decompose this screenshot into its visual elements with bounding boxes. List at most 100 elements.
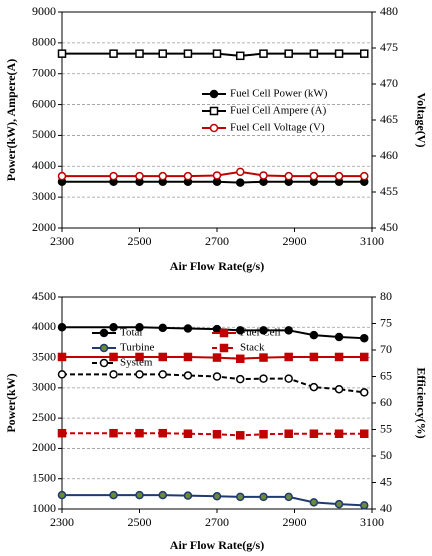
marker bbox=[334, 384, 344, 394]
y2-tick-label: 50 bbox=[380, 448, 392, 462]
y-tick-label: 3000 bbox=[32, 189, 56, 203]
y2-tick-label: 80 bbox=[380, 289, 392, 303]
marker bbox=[158, 428, 167, 438]
marker bbox=[236, 326, 245, 335]
y-tick-label: 3500 bbox=[32, 349, 56, 363]
y-tick-label: 2000 bbox=[32, 440, 56, 454]
marker bbox=[334, 49, 344, 58]
marker bbox=[309, 352, 319, 362]
marker bbox=[212, 324, 222, 334]
legend-label: Fuel Cell Power (kW) bbox=[230, 88, 328, 100]
marker bbox=[334, 171, 344, 181]
marker bbox=[309, 429, 319, 438]
y-axis-label: Power(kW), Ampere(A) bbox=[4, 59, 18, 181]
marker bbox=[236, 178, 245, 187]
marker bbox=[57, 370, 67, 379]
marker bbox=[158, 352, 167, 362]
marker bbox=[135, 490, 144, 500]
marker bbox=[183, 371, 193, 380]
x-tick-label: 2700 bbox=[205, 515, 229, 529]
marker bbox=[360, 171, 369, 181]
marker bbox=[236, 431, 245, 440]
marker bbox=[334, 332, 344, 342]
legend-marker bbox=[209, 89, 219, 99]
marker bbox=[236, 51, 245, 61]
legend-label: Fuel Cell bbox=[240, 327, 281, 339]
y-tick-label: 6000 bbox=[32, 96, 56, 110]
marker bbox=[109, 428, 118, 438]
marker bbox=[212, 353, 222, 362]
marker bbox=[236, 167, 245, 177]
marker bbox=[360, 501, 369, 510]
marker bbox=[360, 49, 369, 58]
marker bbox=[284, 171, 293, 181]
x-tick-label: 3100 bbox=[360, 234, 384, 248]
marker bbox=[259, 353, 268, 362]
marker bbox=[57, 171, 67, 181]
x-tick-label: 2300 bbox=[50, 515, 74, 529]
y2-tick-label: 470 bbox=[380, 76, 398, 90]
x-tick-label: 2500 bbox=[128, 234, 152, 248]
x-tick-label: 2900 bbox=[283, 234, 307, 248]
y-tick-label: 9000 bbox=[32, 4, 56, 18]
marker bbox=[57, 490, 67, 500]
y2-tick-label: 70 bbox=[380, 342, 392, 356]
marker bbox=[57, 428, 67, 438]
y-axis-label: Power(kW) bbox=[4, 373, 18, 432]
plot-frame bbox=[61, 296, 373, 510]
marker bbox=[334, 499, 344, 509]
y2-tick-label: 460 bbox=[380, 148, 398, 162]
y2-tick-label: 65 bbox=[380, 368, 392, 382]
marker bbox=[212, 430, 222, 439]
marker bbox=[309, 330, 319, 340]
marker bbox=[135, 49, 144, 58]
marker bbox=[57, 352, 67, 362]
y2-tick-label: 45 bbox=[380, 474, 392, 488]
marker bbox=[259, 326, 268, 335]
marker bbox=[360, 388, 369, 397]
marker bbox=[284, 352, 293, 362]
marker bbox=[109, 352, 118, 362]
y2-tick-label: 40 bbox=[380, 501, 392, 515]
legend-label: Fuel Cell Ampere (A) bbox=[230, 105, 327, 117]
marker bbox=[309, 382, 319, 392]
y2-axis-label: Efficiency(%) bbox=[414, 367, 428, 438]
legend-marker bbox=[219, 343, 229, 353]
y2-tick-label: 55 bbox=[380, 421, 392, 435]
legend-label: Turbine bbox=[120, 342, 155, 354]
y2-tick-label: 60 bbox=[380, 395, 392, 409]
marker bbox=[135, 171, 144, 181]
legend-marker bbox=[99, 328, 109, 338]
y-tick-label: 4500 bbox=[32, 289, 56, 303]
marker bbox=[284, 429, 293, 438]
legend-label: Total bbox=[120, 327, 142, 339]
y-tick-label: 7000 bbox=[32, 65, 56, 79]
marker bbox=[183, 49, 193, 58]
marker bbox=[236, 492, 245, 502]
marker bbox=[284, 49, 293, 58]
y2-tick-label: 75 bbox=[380, 315, 392, 329]
marker bbox=[135, 352, 144, 362]
y-tick-label: 2500 bbox=[32, 410, 56, 424]
y-tick-label: 3000 bbox=[32, 380, 56, 394]
y2-tick-label: 475 bbox=[380, 40, 398, 54]
marker bbox=[309, 49, 319, 58]
marker bbox=[183, 324, 193, 333]
marker bbox=[212, 492, 222, 501]
marker bbox=[334, 352, 344, 362]
marker bbox=[109, 49, 118, 58]
y2-axis-label: Voltage(V) bbox=[414, 93, 428, 148]
legend-label: System bbox=[120, 357, 153, 369]
marker bbox=[236, 374, 245, 384]
marker bbox=[158, 49, 167, 58]
marker bbox=[158, 490, 167, 500]
x-tick-label: 2900 bbox=[283, 515, 307, 529]
marker bbox=[183, 429, 193, 438]
legend-marker bbox=[209, 123, 219, 133]
x-axis-label: Air Flow Rate(g/s) bbox=[170, 538, 264, 552]
y-tick-label: 4000 bbox=[32, 319, 56, 333]
marker bbox=[360, 429, 369, 438]
marker bbox=[259, 374, 268, 383]
marker bbox=[109, 490, 118, 500]
